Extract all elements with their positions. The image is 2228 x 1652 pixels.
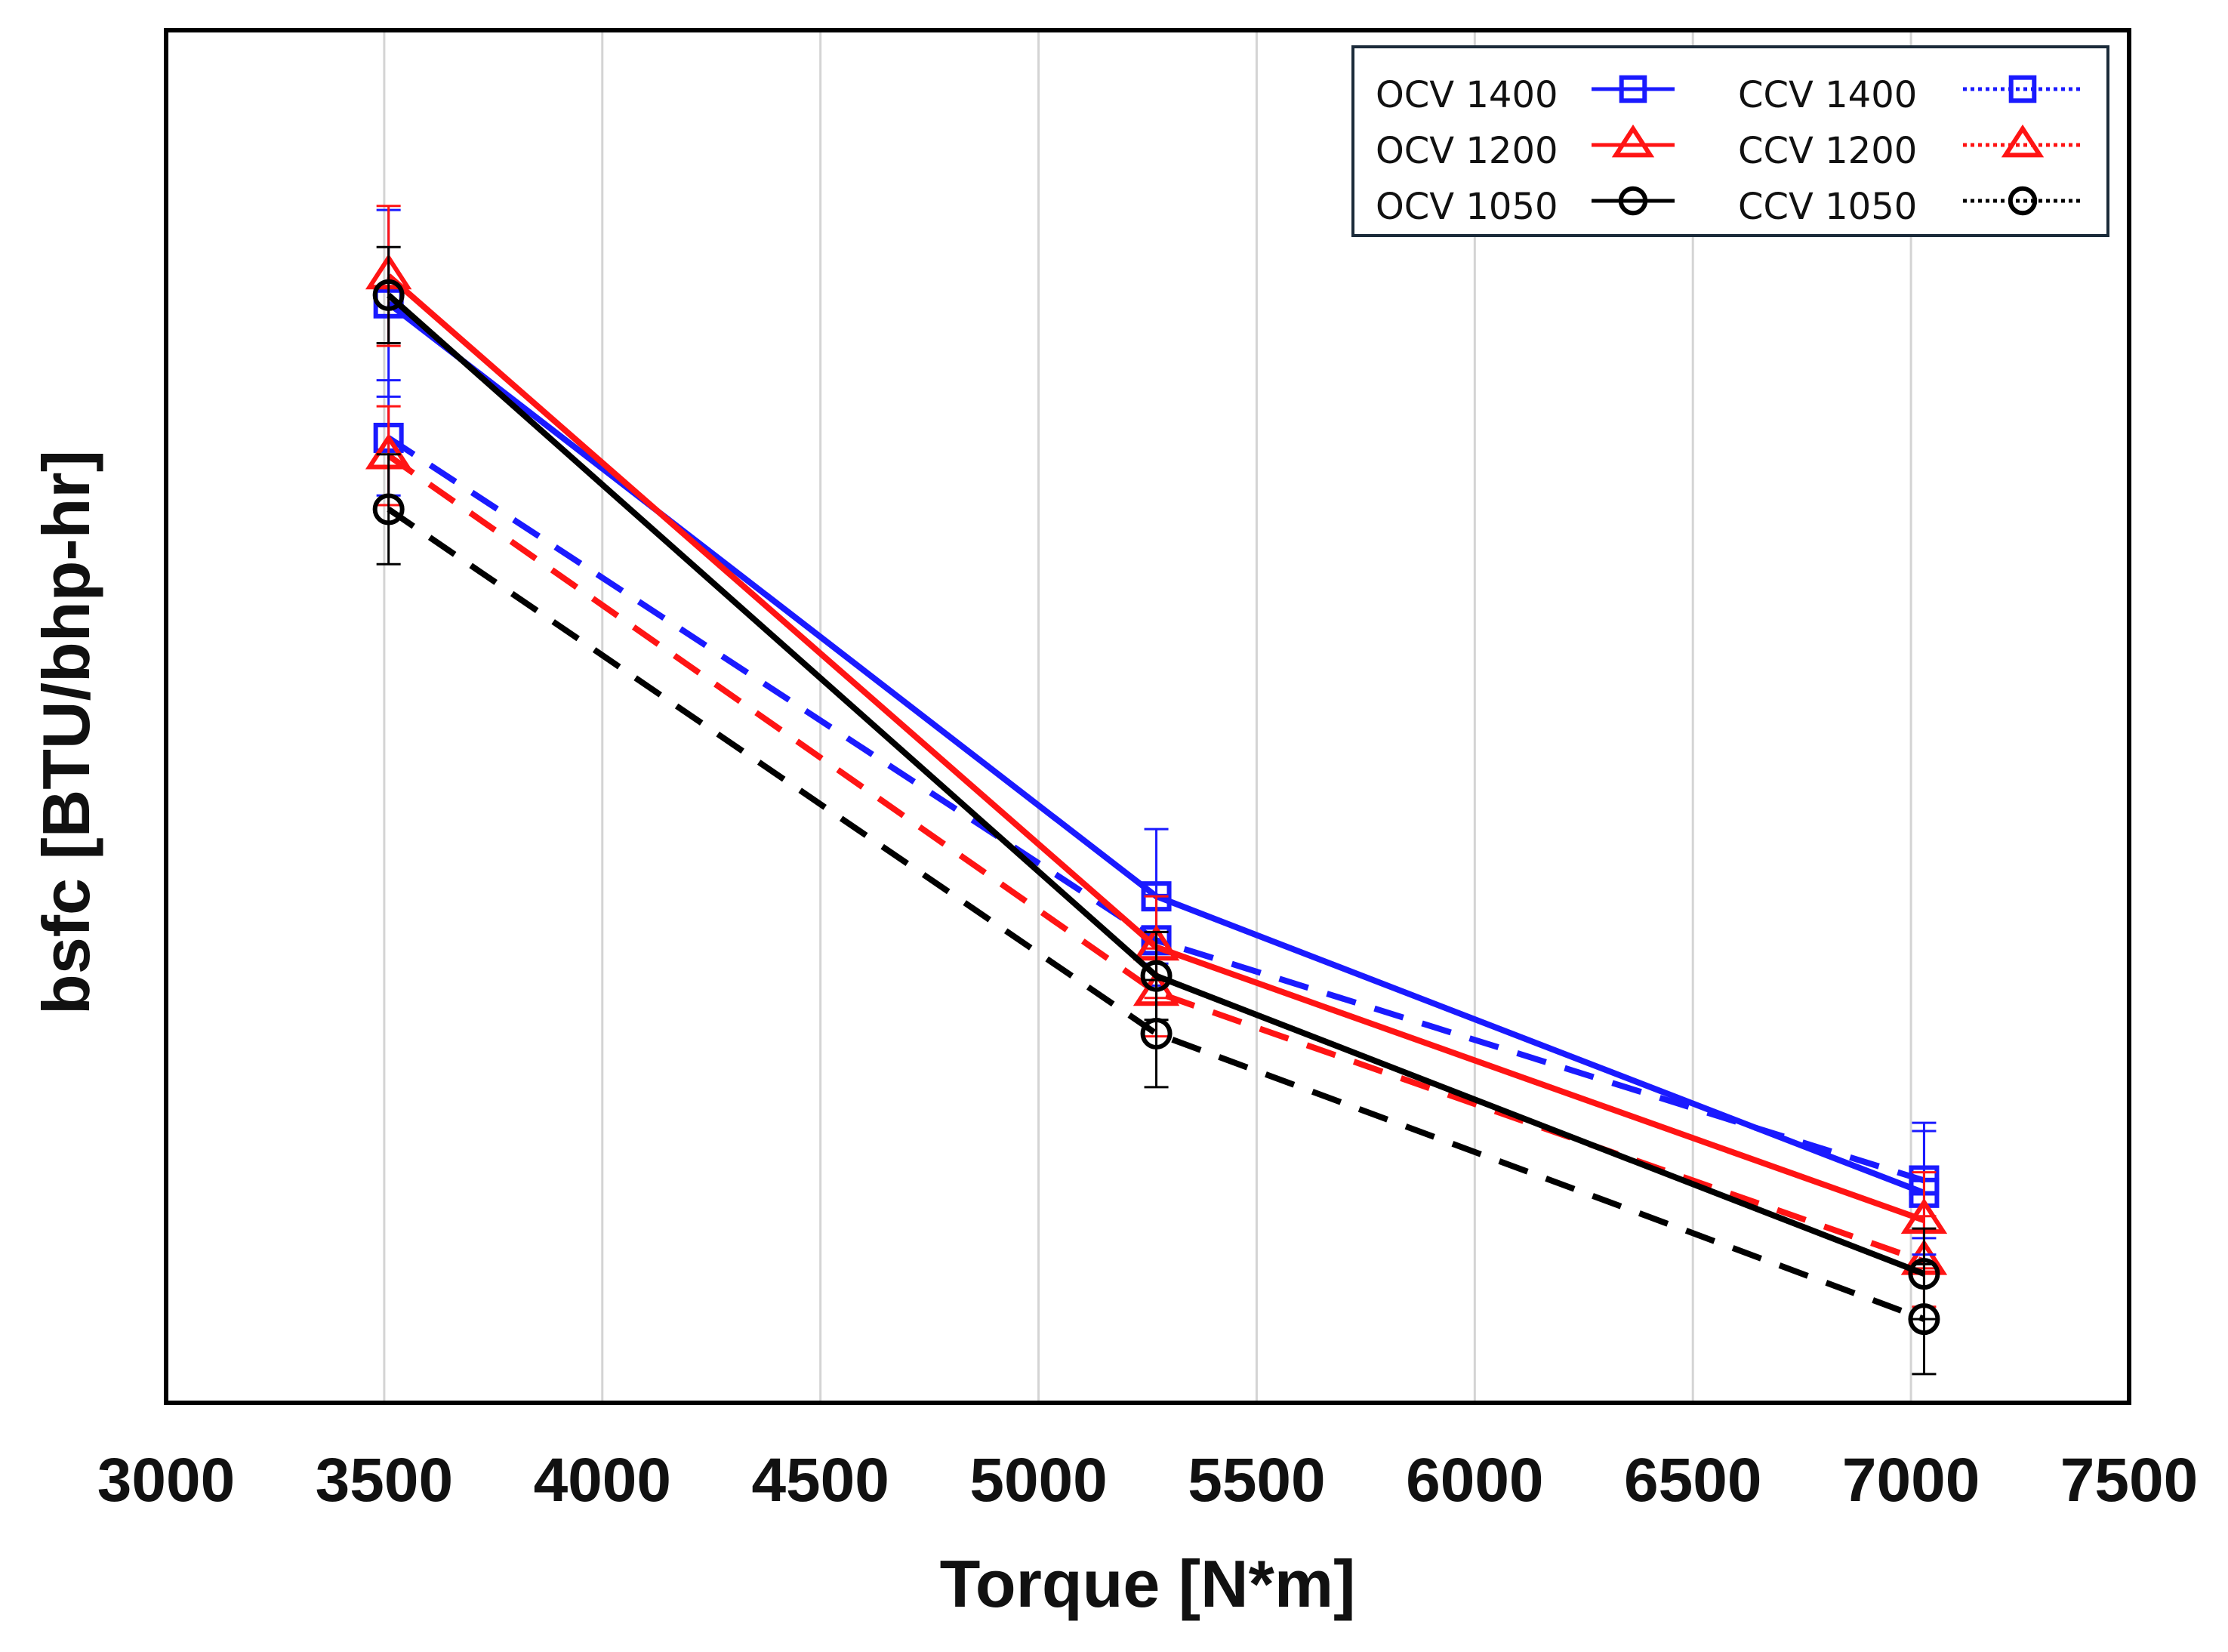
legend-marker-ocv-1050	[1618, 186, 1648, 216]
x-tick-label-7500: 7500	[2060, 1446, 2198, 1515]
legend-label-ocv-1050: OCV 1050	[1376, 186, 1558, 228]
legend-marker-ocv-1200	[1611, 124, 1655, 158]
x-tick-label-5000: 5000	[969, 1446, 1107, 1515]
legend: OCV 1400 OCV 1200 OCV 1050 CCV 1400 CCV …	[1351, 45, 2109, 237]
legend-label-ccv-1050: CCV 1050	[1738, 186, 1917, 228]
x-tick-label-3500: 3500	[316, 1446, 453, 1515]
x-tick-label-6000: 6000	[1406, 1446, 1543, 1515]
grid-lines	[383, 30, 1912, 1403]
legend-marker-ccv-1050	[2008, 186, 2038, 216]
series-ocv-1050	[372, 245, 1940, 1321]
series-line-ccv-1200	[387, 453, 1925, 1265]
legend-box	[1351, 45, 2109, 237]
x-axis-title: Torque [N*m]	[940, 1546, 1356, 1621]
data-point-ocv-1050-2	[1908, 1258, 1940, 1290]
x-tick-label-5500: 5500	[1188, 1446, 1325, 1515]
x-tick-labels: 3000 3500 4000 4500 5000 5500 6000 6500 7000 7500	[97, 1446, 2198, 1515]
legend-label-ccv-1400: CCV 1400	[1738, 74, 1917, 116]
legend-marker-ccv-1400	[2008, 75, 2037, 103]
legend-label-ocv-1200: OCV 1200	[1376, 130, 1558, 172]
legend-marker-ccv-1200	[2001, 124, 2045, 158]
x-tick-label-7000: 7000	[1842, 1446, 1980, 1515]
legend-marker-ocv-1400	[1619, 75, 1647, 103]
x-tick-label-6500: 6500	[1624, 1446, 1761, 1515]
data-point-ccv-1050-0	[372, 493, 405, 525]
legend-label-ccv-1200: CCV 1200	[1738, 130, 1917, 172]
legend-samples	[1592, 75, 2082, 216]
legend-label-ocv-1400: OCV 1400	[1376, 74, 1558, 116]
series-layer	[365, 205, 1948, 1376]
data-point-ocv-1050-0	[372, 279, 405, 311]
y-axis-title: bsfc [BTU/bhp-hr]	[29, 450, 103, 1015]
x-tick-label-3000: 3000	[97, 1446, 235, 1515]
series-line-ccv-1050	[387, 507, 1925, 1322]
data-point-ocv-1050-1	[1140, 960, 1173, 992]
x-tick-label-4000: 4000	[534, 1446, 671, 1515]
plot-frame	[164, 28, 2131, 1405]
x-tick-label-4500: 4500	[751, 1446, 889, 1515]
